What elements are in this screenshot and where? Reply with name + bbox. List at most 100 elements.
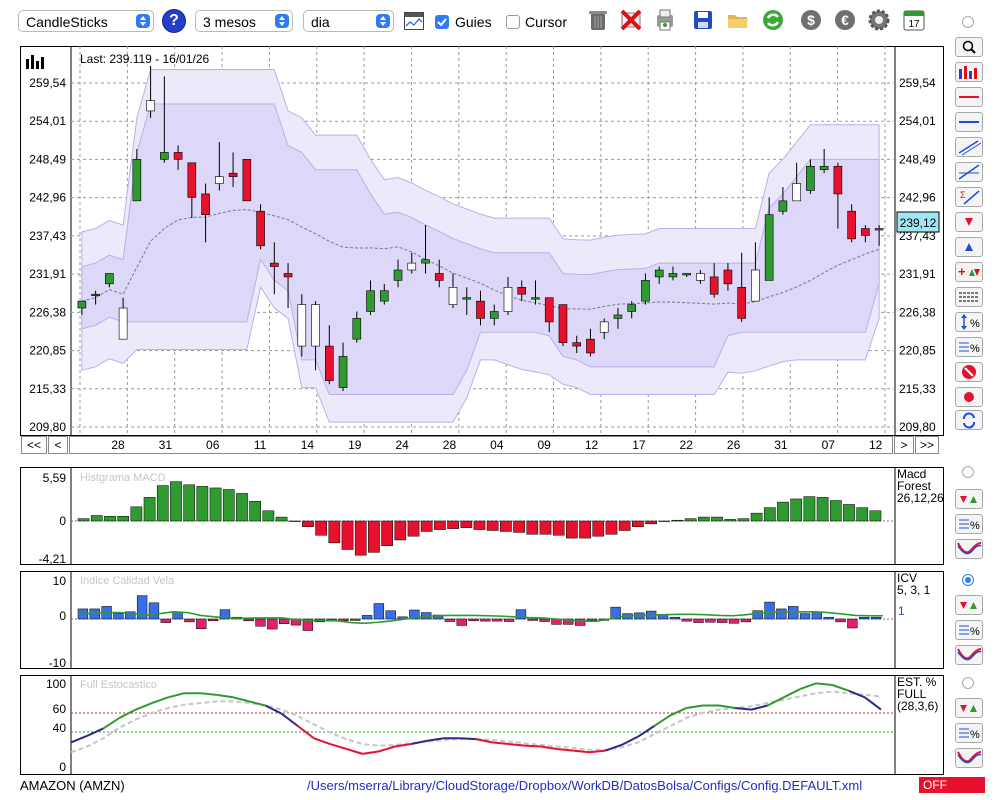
radio-stoch[interactable] <box>962 677 974 689</box>
gear-icon[interactable] <box>866 7 892 33</box>
macd-params: 26,12,26 <box>897 491 944 505</box>
chart-window-icon[interactable] <box>404 12 424 30</box>
macd-bar <box>315 520 327 536</box>
icv-percent-button[interactable]: % <box>955 620 983 640</box>
macd-tick-top: 5,59 <box>43 471 67 485</box>
icv-bar <box>799 613 811 620</box>
candle <box>132 148 142 202</box>
horizontal-red-line-button[interactable] <box>955 87 983 107</box>
stoch-k-segment <box>767 696 785 707</box>
record-icon[interactable] <box>955 387 983 407</box>
chevron-updown-icon <box>275 14 289 28</box>
stoch-arrows-button[interactable] <box>955 698 983 718</box>
interval-select[interactable]: dia <box>303 10 394 32</box>
stop-icon[interactable] <box>955 362 983 382</box>
macd-bar <box>526 520 539 535</box>
macd-bar <box>77 518 90 522</box>
date-label: 24 <box>395 438 409 452</box>
status-badge[interactable]: OFF <box>919 777 985 793</box>
nav-next-button[interactable]: > <box>894 436 914 454</box>
icv-bar <box>788 606 799 620</box>
macd-arrows-button[interactable] <box>955 489 983 509</box>
nav-prev-button[interactable]: < <box>48 436 68 454</box>
candle <box>228 152 238 188</box>
radio-icv[interactable] <box>962 574 974 586</box>
zoom-button[interactable] <box>955 37 983 57</box>
candle <box>709 263 719 298</box>
macd-bar <box>341 520 354 550</box>
icv-tick-zero: 0 <box>59 609 66 623</box>
icv-bar <box>480 618 491 622</box>
icv-arrows-button[interactable] <box>955 595 983 615</box>
macd-bar <box>763 507 776 522</box>
icv-curve-button[interactable] <box>955 645 983 665</box>
delete-chart-icon[interactable] <box>618 7 644 33</box>
price-tick-left: 242,96 <box>29 191 66 205</box>
icv-bar <box>752 610 763 620</box>
print-icon[interactable] <box>652 7 678 33</box>
stoch-curve-button[interactable] <box>955 748 983 768</box>
stochastic-panel[interactable]: Full Estocastico 100 60 40 0 EST. % FULL… <box>20 675 944 775</box>
period-select[interactable]: 3 mesos <box>195 10 293 32</box>
macd-panel[interactable]: Histgrama MACD 5,59 0 -4,21 Macd Forest … <box>20 467 944 565</box>
refresh-icon[interactable] <box>760 7 786 33</box>
stoch-tick-100: 100 <box>46 677 66 691</box>
macd-bar <box>90 515 103 522</box>
sync-icon[interactable] <box>955 410 983 430</box>
add-indicator-button[interactable]: + <box>955 262 983 282</box>
stoch-percent-button[interactable]: % <box>955 723 983 743</box>
macd-bar <box>737 518 750 522</box>
macd-label: Macd <box>897 467 926 481</box>
arrow-down-button[interactable] <box>955 212 983 232</box>
radio-macd[interactable] <box>962 466 974 478</box>
nav-last-button[interactable]: >> <box>915 436 939 454</box>
save-icon[interactable] <box>690 7 716 33</box>
chart-type-select[interactable]: CandleSticks <box>18 10 154 32</box>
trash-icon[interactable] <box>585 7 611 33</box>
scale-percent-button[interactable]: % <box>955 312 983 332</box>
fibonacci-button[interactable]: Σ <box>955 187 983 207</box>
macd-bar <box>447 520 459 529</box>
macd-bar <box>856 507 869 522</box>
bar-chart-button[interactable] <box>955 62 983 82</box>
stoch-k-segment <box>151 696 169 704</box>
dollar-icon[interactable]: $ <box>798 7 824 33</box>
macd-bar <box>275 516 288 522</box>
price-tick-left: 248,49 <box>29 152 66 166</box>
horizontal-blue-line-button[interactable] <box>955 112 983 132</box>
arrow-up-button[interactable] <box>955 237 983 257</box>
radio-main[interactable] <box>962 16 974 28</box>
price-chart[interactable]: 259,54 254,01 248,49 242,96 237,43 231,91 226,… <box>20 46 944 436</box>
icv-params: 5, 3, 1 <box>897 583 931 597</box>
nav-first-button[interactable]: << <box>21 436 47 454</box>
icv-bar <box>563 618 574 625</box>
stoch-full-label: FULL <box>897 687 927 701</box>
calendar-icon[interactable]: 17 <box>901 7 927 33</box>
percent-lines-button[interactable]: % <box>955 337 983 357</box>
macd-curve-button[interactable] <box>955 539 983 559</box>
config-path-link[interactable]: /Users/mserra/Library/CloudStorage/Dropb… <box>307 778 863 793</box>
channel-button[interactable] <box>955 137 983 157</box>
macd-bar <box>104 516 116 522</box>
macd-bar <box>869 510 882 522</box>
price-tick-right: 248,49 <box>899 152 936 166</box>
macd-percent-button[interactable]: % <box>955 514 983 534</box>
macd-bar <box>750 512 763 522</box>
candle <box>379 283 389 305</box>
icv-tick-bottom: -10 <box>49 656 67 669</box>
cursor-checkbox[interactable] <box>506 15 520 29</box>
icv-bar <box>586 618 598 621</box>
svg-text:%: % <box>970 729 980 741</box>
stoch-k-segment <box>297 725 315 740</box>
grid-lines-button[interactable] <box>955 287 983 307</box>
svg-text:€: € <box>841 12 849 28</box>
date-axis[interactable] <box>69 436 893 454</box>
guides-checkbox[interactable] <box>435 15 449 29</box>
candle <box>338 342 348 392</box>
euro-icon[interactable]: € <box>832 7 858 33</box>
help-icon[interactable]: ? <box>162 9 186 33</box>
icv-bar <box>444 618 456 622</box>
icv-panel[interactable]: Indice Calidad Vela 10 0 -10 ICV 5, 3, 1… <box>20 571 944 669</box>
open-folder-icon[interactable] <box>725 7 751 33</box>
trend-line-button[interactable] <box>955 162 983 182</box>
